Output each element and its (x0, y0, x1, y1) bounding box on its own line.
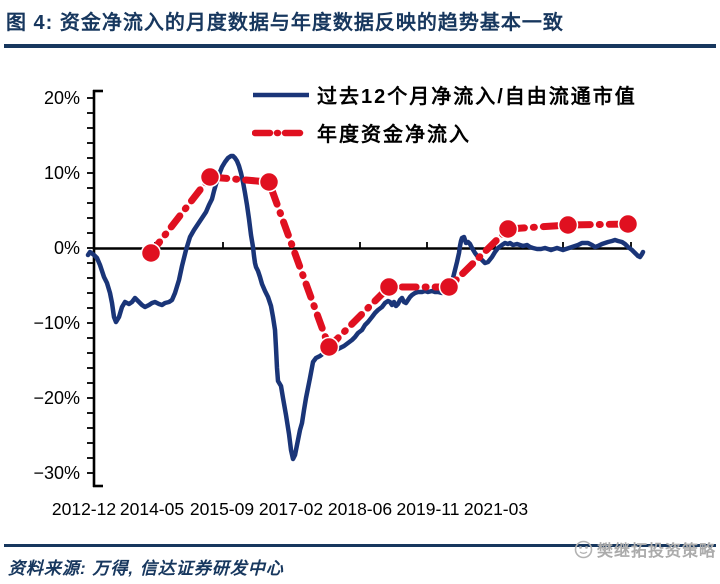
annual-netinflow-marker (557, 214, 579, 236)
y-tick-label: 20% (44, 88, 80, 108)
legend-swatch-red-dashdot (252, 129, 310, 136)
y-tick-label: 0% (54, 238, 80, 258)
x-tick-label: 2017-02 (259, 499, 323, 519)
watermark-text: 樊继拓投资策略 (596, 543, 716, 560)
footer-divider (4, 544, 716, 547)
annual-netinflow-marker (140, 242, 162, 264)
x-tick-label: 2018-06 (328, 499, 392, 519)
x-tick-label: 2012-12 (52, 499, 116, 519)
annual-netinflow-line (147, 173, 632, 351)
legend-label-monthly: 过去12个月净流入/自由流通市值 (317, 86, 637, 108)
annual-netinflow-marker (497, 218, 519, 240)
page-title: 图 4: 资金净流入的月度数据与年度数据反映的趋势基本一致 (6, 12, 564, 34)
watermark-logo-icon (574, 540, 593, 558)
legend-label-annual: 年度资金净流入 (317, 124, 471, 146)
annual-netinflow-marker (617, 213, 639, 235)
legend-swatch-blue-line (253, 92, 309, 97)
y-tick-label: −10% (33, 313, 80, 333)
annual-netinflow-marker (199, 166, 221, 188)
annual-netinflow-marker (378, 276, 400, 298)
annual-netinflow-marker (318, 336, 340, 358)
chart-legend: 过去12个月净流入/自由流通市值 年度资金净流入 (252, 80, 637, 147)
legend-item-monthly: 过去12个月净流入/自由流通市值 (252, 80, 637, 109)
x-tick-label: 2014-05 (120, 499, 184, 519)
legend-item-annual: 年度资金净流入 (252, 118, 637, 147)
y-tick-label: 10% (44, 163, 80, 183)
annual-netinflow-marker (438, 276, 460, 298)
x-tick-label: 2015-09 (190, 499, 254, 519)
y-tick-label: −20% (33, 388, 80, 408)
annual-netinflow-marker (258, 171, 280, 193)
monthly-netinflow-line (85, 153, 646, 462)
source-note: 资料来源: 万得, 信达证券研发中心 (8, 559, 284, 578)
x-tick-label: 2019-11 (397, 499, 460, 519)
y-tick-label: −30% (33, 463, 80, 483)
watermark: 樊继拓投资策略 (574, 537, 716, 561)
x-tick-label: 2021-03 (464, 499, 528, 519)
title-divider (4, 44, 716, 48)
